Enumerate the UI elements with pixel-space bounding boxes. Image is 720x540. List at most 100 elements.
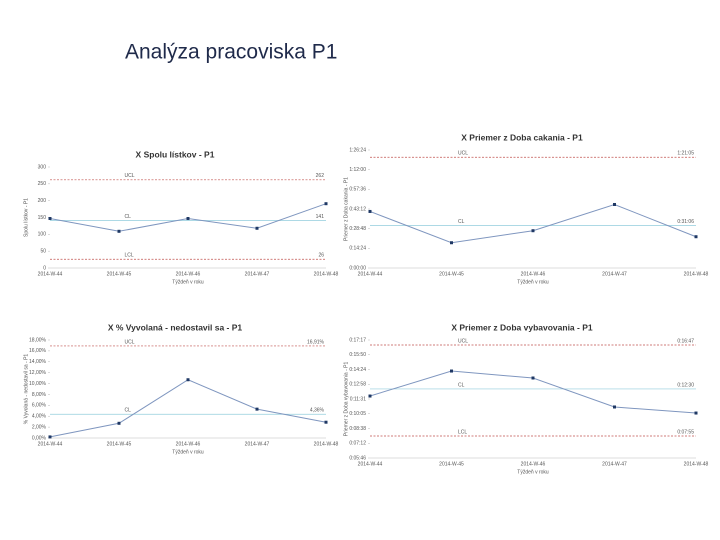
x-tick-label: 2014-W-45 xyxy=(107,441,132,447)
limit-value-label: 0:16:47 xyxy=(677,338,694,344)
y-tick-label: 0:14:24 xyxy=(349,367,366,373)
limit-label: CL xyxy=(125,214,132,220)
x-tick-label: 2014-W-46 xyxy=(176,441,201,447)
y-tick-label: 300 xyxy=(38,164,47,170)
y-tick-label: 18,00% xyxy=(29,337,47,343)
data-point xyxy=(48,217,52,221)
x-tick-label: 2014-W-45 xyxy=(439,461,464,467)
y-tick-label: 0:17:17 xyxy=(349,337,366,343)
y-tick-label: 10,00% xyxy=(29,381,47,387)
data-point xyxy=(613,202,616,206)
y-tick-label: 2,00% xyxy=(32,424,47,430)
y-tick-label: 0,00% xyxy=(32,435,47,441)
x-tick-label: 2014-W-44 xyxy=(358,271,383,277)
limit-value-label: 141 xyxy=(316,214,325,220)
data-point xyxy=(324,202,328,206)
x-tick-label: 2014-W-48 xyxy=(314,271,339,277)
data-point xyxy=(450,241,453,245)
y-tick-label: 4,00% xyxy=(32,414,47,420)
y-tick-label: 0:28:48 xyxy=(349,226,366,232)
x-axis-label: Týždeň v roku xyxy=(517,279,549,285)
data-point xyxy=(613,405,616,409)
data-line xyxy=(49,379,327,438)
y-tick-label: 0:00:00 xyxy=(349,265,366,271)
y-axis-label: Priemer z Doba vybavovania - P1 xyxy=(343,362,349,437)
x-tick-label: 2014-W-47 xyxy=(602,461,627,467)
data-point xyxy=(186,217,190,221)
y-tick-label: 0:14:24 xyxy=(349,246,366,252)
data-point xyxy=(368,394,372,398)
data-point xyxy=(255,407,259,411)
y-tick-label: 0:08:38 xyxy=(349,426,366,432)
y-tick-label: 8,00% xyxy=(32,392,47,398)
limit-label: UCL xyxy=(458,338,468,344)
y-axis-label: Spolu lístkov - P1 xyxy=(23,198,29,237)
y-tick-label: 100 xyxy=(38,232,47,238)
y-tick-label: 0:07:12 xyxy=(349,441,366,447)
limit-value-label: 0:31:06 xyxy=(677,219,694,225)
x-tick-label: 2014-W-44 xyxy=(38,441,63,447)
y-axis-label: Priemer z Doba cakania - P1 xyxy=(343,177,349,241)
limit-value-label: 262 xyxy=(316,173,325,179)
limit-value-label: 26 xyxy=(318,253,324,259)
y-tick-label: 0:05:46 xyxy=(349,455,366,461)
data-point xyxy=(324,420,328,424)
limit-label: LCL xyxy=(125,253,134,259)
data-point xyxy=(186,378,190,382)
y-tick-label: 0:43:12 xyxy=(349,206,366,212)
y-tick-label: 0 xyxy=(43,265,46,271)
y-tick-label: 0:15:50 xyxy=(349,352,366,358)
x-tick-label: 2014-W-48 xyxy=(684,461,709,467)
x-tick-label: 2014-W-47 xyxy=(602,271,627,277)
y-tick-label: 200 xyxy=(38,198,47,204)
x-tick-label: 2014-W-46 xyxy=(521,461,546,467)
y-tick-label: 0:11:31 xyxy=(350,396,367,402)
y-tick-label: 0:12:58 xyxy=(349,382,366,388)
x-tick-label: 2014-W-47 xyxy=(245,271,270,277)
x-axis-label: Týždeň v roku xyxy=(172,449,204,455)
data-point xyxy=(117,421,121,425)
data-point xyxy=(368,209,372,213)
limit-label: UCL xyxy=(458,151,468,157)
x-axis-label: Týždeň v roku xyxy=(172,279,204,285)
chart-title: X Priemer z Doba cakania - P1 xyxy=(461,132,583,142)
data-point xyxy=(450,369,453,373)
data-point xyxy=(255,226,259,230)
data-point xyxy=(694,411,698,415)
chart-title: X Spolu lístkov - P1 xyxy=(136,149,215,159)
x-tick-label: 2014-W-48 xyxy=(314,441,339,447)
limit-value-label: 4,36% xyxy=(310,408,325,414)
y-tick-label: 6,00% xyxy=(32,403,47,409)
slide-title: Analýza pracoviska P1 xyxy=(125,41,337,64)
x-tick-label: 2014-W-46 xyxy=(521,271,546,277)
limit-label: CL xyxy=(458,219,465,225)
y-tick-label: 0:10:05 xyxy=(349,411,366,417)
y-tick-label: 1:12:00 xyxy=(349,167,366,173)
data-point xyxy=(694,235,698,239)
limit-value-label: 0:12:30 xyxy=(677,382,694,388)
limit-value-label: 0:07:55 xyxy=(677,429,694,435)
y-tick-label: 250 xyxy=(38,181,47,187)
limit-value-label: 1:21:05 xyxy=(677,151,694,157)
limit-label: UCL xyxy=(125,339,135,345)
data-point xyxy=(531,376,535,380)
chart-title: X Priemer z Doba vybavovania - P1 xyxy=(451,322,593,332)
x-tick-label: 2014-W-44 xyxy=(38,271,63,277)
y-tick-label: 12,00% xyxy=(29,370,47,376)
limit-label: CL xyxy=(458,382,465,388)
x-tick-label: 2014-W-44 xyxy=(358,461,383,467)
y-tick-label: 50 xyxy=(40,248,46,254)
limit-label: CL xyxy=(125,408,132,414)
data-point xyxy=(48,435,52,439)
x-tick-label: 2014-W-45 xyxy=(439,271,464,277)
data-point xyxy=(117,229,121,233)
chart: X Spolu lístkov - P1 0 50 100 150 200 250 300 20… xyxy=(23,149,338,285)
limit-label: UCL xyxy=(125,173,135,179)
limit-label: LCL xyxy=(458,429,467,435)
y-tick-label: 16,00% xyxy=(29,348,47,354)
x-tick-label: 2014-W-48 xyxy=(684,271,709,277)
y-tick-label: 14,00% xyxy=(29,359,47,365)
data-point xyxy=(531,229,535,233)
y-tick-label: 1:26:24 xyxy=(349,147,366,153)
